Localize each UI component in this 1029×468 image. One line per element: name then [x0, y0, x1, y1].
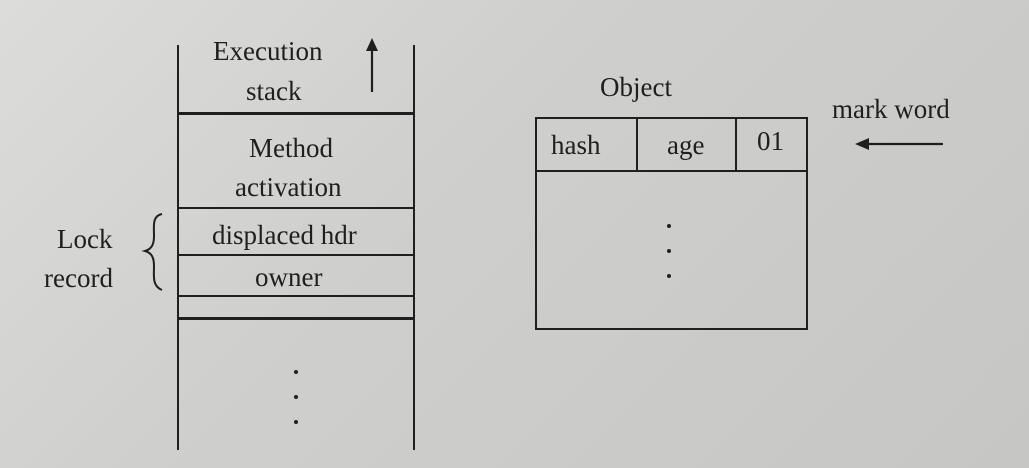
- execution-stack-label-line1: Execution: [213, 36, 323, 66]
- stack-separator-owner: [177, 295, 415, 297]
- stack-separator-method: [177, 207, 415, 209]
- method-activation-line2: activation: [235, 172, 342, 202]
- mark-word-lock-bits-cell: 01: [757, 126, 784, 156]
- object-ellipsis-dot-3: [667, 274, 671, 278]
- stack-ellipsis-dot-2: [294, 395, 298, 399]
- stack-ellipsis-dot-3: [294, 420, 298, 424]
- stack-right-wall: [413, 45, 415, 450]
- mark-word-bottom-line: [535, 170, 808, 172]
- mark-word-arrow-icon: [855, 138, 943, 150]
- mark-word-divider-2: [735, 117, 737, 172]
- displaced-hdr-cell: displaced hdr: [212, 220, 357, 250]
- method-activation-line1: Method: [249, 133, 333, 163]
- lock-record-label-line2: record: [44, 263, 113, 293]
- mark-word-hash-cell: hash: [551, 130, 601, 160]
- lock-record-label-line1: Lock: [57, 224, 113, 254]
- lock-record-brace-icon: [141, 213, 163, 291]
- stack-growth-arrow-icon: [366, 38, 378, 92]
- stack-ellipsis-dot-1: [294, 370, 298, 374]
- stack-frame-bottom-line: [177, 317, 415, 320]
- owner-cell: owner: [255, 262, 323, 292]
- object-box: [535, 117, 808, 330]
- execution-stack-label-line2: stack: [246, 76, 302, 106]
- object-ellipsis-dot-2: [667, 249, 671, 253]
- object-title: Object: [600, 72, 672, 102]
- stack-frame-top-line: [177, 112, 415, 115]
- mark-word-age-cell: age: [667, 130, 705, 160]
- mark-word-label: mark word: [832, 94, 950, 124]
- stack-separator-displaced: [177, 254, 415, 256]
- mark-word-divider-1: [636, 117, 638, 172]
- object-ellipsis-dot-1: [667, 224, 671, 228]
- stack-left-wall: [177, 45, 179, 450]
